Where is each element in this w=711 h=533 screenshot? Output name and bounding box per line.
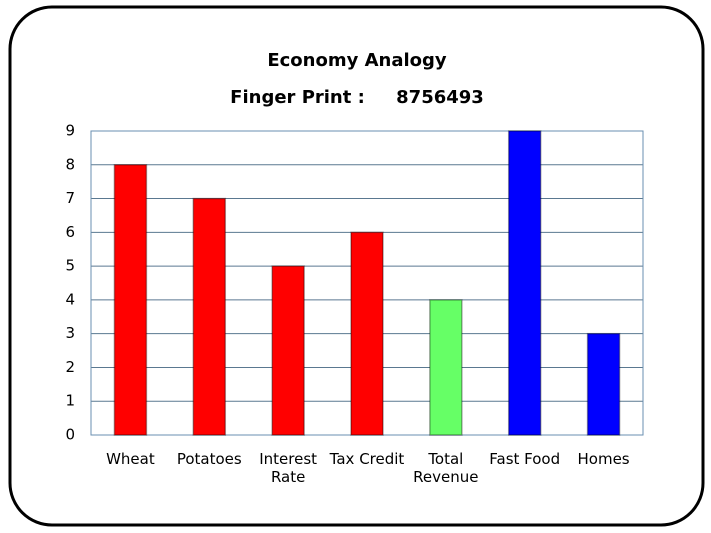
- bar: [586, 332, 621, 436]
- x-tick-label: Interest Rate: [259, 450, 318, 486]
- x-tick-label: Tax Credit: [329, 450, 405, 468]
- y-tick-label: 6: [65, 223, 75, 241]
- bar: [271, 265, 305, 436]
- y-tick-label: 4: [65, 290, 75, 308]
- chart-subtitle: Finger Print : 8756493: [230, 87, 484, 108]
- y-tick-label: 5: [65, 257, 75, 275]
- bar: [350, 231, 384, 436]
- bar: [507, 130, 542, 436]
- chart-title: Economy Analogy: [267, 50, 447, 71]
- y-tick-label: 2: [65, 358, 75, 376]
- x-tick-label: Total Revenue: [413, 450, 479, 486]
- x-tick-label: Fast Food: [489, 450, 561, 468]
- y-tick-label: 0: [65, 426, 75, 444]
- bar: [429, 299, 463, 436]
- bar: [192, 197, 227, 436]
- y-tick-label: 7: [65, 189, 75, 207]
- y-tick-label: 8: [65, 155, 75, 173]
- y-tick-label: 9: [65, 122, 75, 140]
- bar: [113, 164, 148, 436]
- y-tick-label: 1: [65, 392, 75, 410]
- y-tick-label: 3: [65, 324, 75, 342]
- x-tick-label: Potatoes: [176, 450, 242, 468]
- x-tick-label: Homes: [577, 450, 630, 468]
- x-tick-label: Wheat: [106, 450, 155, 468]
